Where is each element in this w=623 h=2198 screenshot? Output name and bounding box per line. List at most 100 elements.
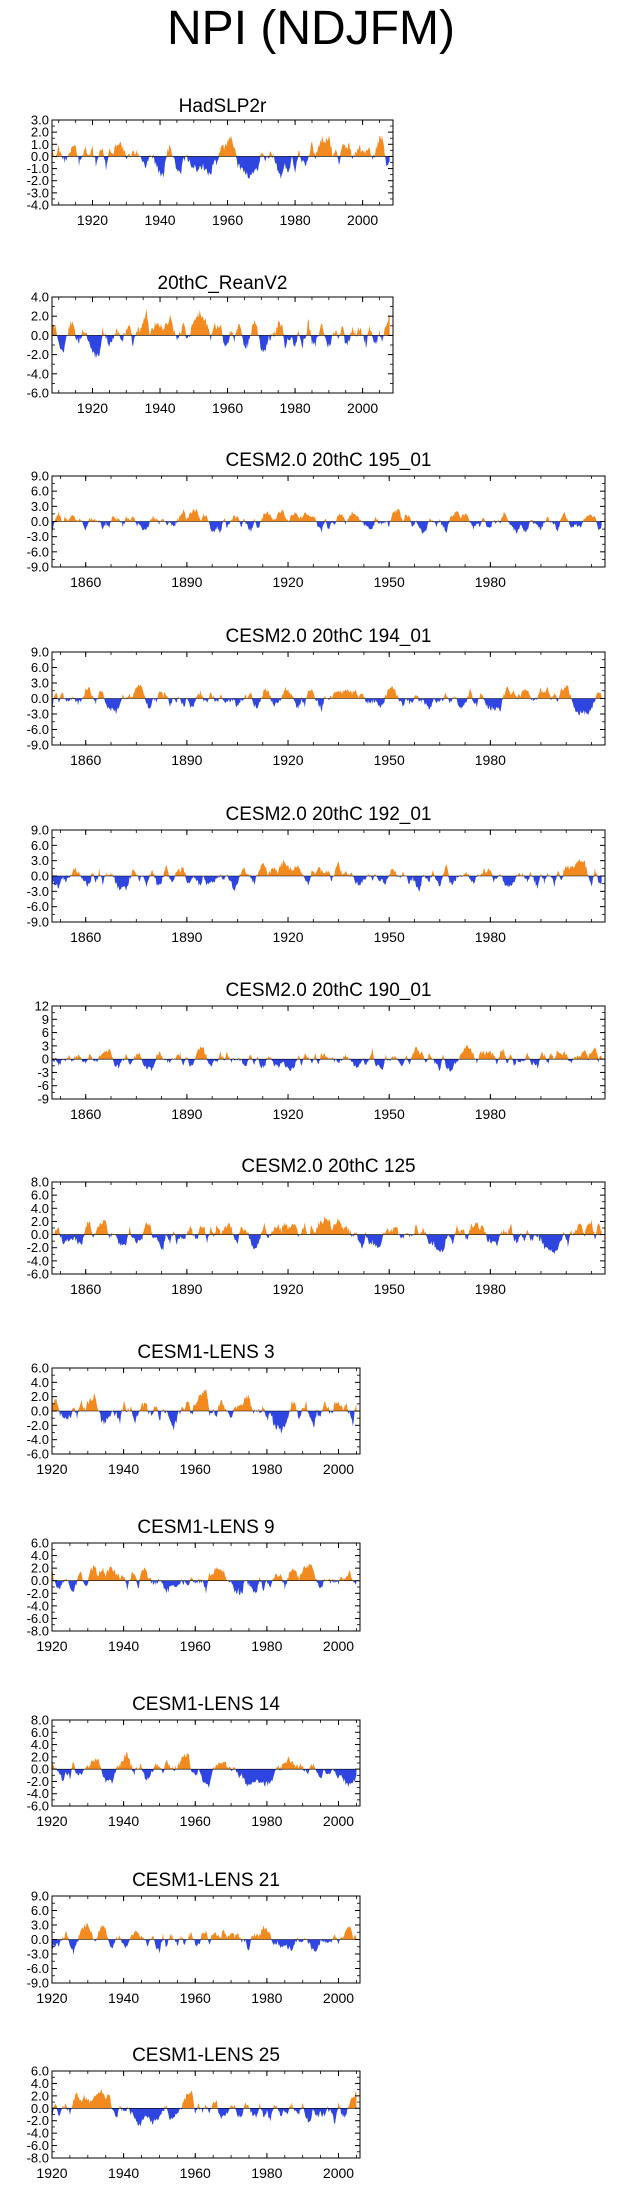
positive-anomaly-area xyxy=(52,1044,602,1060)
y-tick-label: -3.0 xyxy=(27,1947,49,1962)
y-tick-label: 2.0 xyxy=(31,309,49,324)
y-tick-label: 3.0 xyxy=(31,113,49,128)
x-tick-label: 1860 xyxy=(70,929,101,945)
y-tick-label: -1.0 xyxy=(27,161,49,176)
y-tick-label: -6.0 xyxy=(27,544,49,559)
y-tick-label: 9.0 xyxy=(31,645,49,660)
x-tick-label: 1860 xyxy=(70,752,101,768)
panel-title: CESM1-LENS 21 xyxy=(132,1870,280,1891)
y-tick-label: 6.0 xyxy=(31,838,49,853)
y-tick-label: 2.0 xyxy=(31,1749,49,1764)
y-tick-label: -8.0 xyxy=(27,1624,49,1639)
y-tick-label: -4.0 xyxy=(27,1786,49,1801)
x-tick-label: 1920 xyxy=(36,1461,67,1477)
y-tick-label: 6.0 xyxy=(31,2064,49,2079)
x-tick-label: 1920 xyxy=(36,1638,67,1654)
x-tick-label: 1980 xyxy=(251,1990,282,2006)
x-tick-label: 1960 xyxy=(180,1990,211,2006)
x-tick-label: 1920 xyxy=(272,1281,303,1297)
y-tick-label: 0.0 xyxy=(31,1573,49,1588)
y-tick-label: -3.0 xyxy=(27,884,49,899)
x-tick-label: 1940 xyxy=(108,1813,139,1829)
x-tick-label: 1950 xyxy=(374,1281,405,1297)
x-tick-label: 2000 xyxy=(323,1461,354,1477)
y-tick-label: -2.0 xyxy=(27,1418,49,1433)
y-tick-label: 2.0 xyxy=(31,1389,49,1404)
y-tick-label: 3.0 xyxy=(31,676,49,691)
y-tick-label: 6.0 xyxy=(31,660,49,675)
panel-title: CESM2.0 20thC 190_01 xyxy=(226,980,432,1001)
x-tick-label: 1920 xyxy=(77,212,108,228)
x-tick-label: 1960 xyxy=(180,1461,211,1477)
y-tick-label: 9 xyxy=(42,1012,49,1027)
y-tick-label: 8.0 xyxy=(31,1175,49,1190)
x-tick-label: 1980 xyxy=(280,400,311,416)
y-tick-label: 0.0 xyxy=(31,514,49,529)
x-tick-label: 1940 xyxy=(144,212,175,228)
x-tick-label: 2000 xyxy=(347,212,378,228)
y-tick-label: -6.0 xyxy=(27,386,49,401)
y-tick-label: -6.0 xyxy=(27,1961,49,1976)
y-tick-label: -9.0 xyxy=(27,738,49,753)
x-tick-label: 1950 xyxy=(374,752,405,768)
positive-anomaly-area xyxy=(52,1216,602,1235)
y-tick-label: -9.0 xyxy=(27,915,49,930)
x-tick-label: 1980 xyxy=(475,929,506,945)
y-tick-label: 0 xyxy=(42,1052,49,1067)
x-tick-label: 1960 xyxy=(180,2165,211,2181)
y-tick-label: 0.0 xyxy=(31,2101,49,2116)
y-tick-label: 0.0 xyxy=(31,1227,49,1242)
y-tick-label: -4.0 xyxy=(27,1598,49,1613)
positive-anomaly-area xyxy=(52,1563,357,1581)
panel-title: 20thC_ReanV2 xyxy=(158,273,288,294)
y-tick-label: -4.0 xyxy=(27,366,49,381)
y-tick-label: -3.0 xyxy=(27,185,49,200)
y-tick-label: 3.0 xyxy=(31,499,49,514)
panel-title: CESM2.0 20thC 194_01 xyxy=(226,626,432,647)
x-tick-label: 1980 xyxy=(475,752,506,768)
x-tick-label: 1960 xyxy=(180,1638,211,1654)
panel-title: CESM1-LENS 9 xyxy=(137,1517,274,1538)
negative-anomaly-area xyxy=(52,2108,357,2127)
y-tick-label: 2.0 xyxy=(31,125,49,140)
plot-frame xyxy=(51,119,394,206)
x-tick-label: 1980 xyxy=(475,1281,506,1297)
y-tick-label: 2.0 xyxy=(31,1214,49,1229)
y-tick-label: 9.0 xyxy=(31,469,49,484)
x-tick-label: 1920 xyxy=(272,574,303,590)
panel-title: CESM2.0 20thC 192_01 xyxy=(226,804,432,825)
y-tick-label: 2.0 xyxy=(31,2088,49,2103)
y-tick-label: 0.0 xyxy=(31,328,49,343)
x-tick-label: 2000 xyxy=(347,400,378,416)
negative-anomaly-area xyxy=(52,1580,357,1596)
y-tick-label: 4.0 xyxy=(31,1375,49,1390)
y-tick-label: -2.0 xyxy=(27,1586,49,1601)
y-tick-label: 0.0 xyxy=(31,1404,49,1419)
x-tick-label: 1920 xyxy=(272,752,303,768)
x-tick-label: 1960 xyxy=(212,400,243,416)
x-tick-label: 1920 xyxy=(77,400,108,416)
chart-panel: CESM1-LENS 21 9.06.03.00.0-3.0-6.0-9.0192… xyxy=(27,1870,361,2006)
positive-anomaly-area xyxy=(52,135,390,157)
x-tick-label: 1980 xyxy=(251,1461,282,1477)
chart-panel: CESM2.0 20thC 192_01 9.06.03.00.0-3.0-6.0… xyxy=(27,804,606,945)
chart-panel: 20thC_ReanV2 4.0 2.0 0.0 -2.0 -4.0 -6.0 1920 194… xyxy=(27,273,394,416)
y-tick-label: -2.0 xyxy=(27,1240,49,1255)
y-tick-label: 0.0 xyxy=(31,1762,49,1777)
plot-frame xyxy=(51,296,394,394)
x-tick-label: 1950 xyxy=(374,1106,405,1122)
positive-anomaly-area xyxy=(52,1752,357,1770)
x-tick-label: 2000 xyxy=(323,1638,354,1654)
y-tick-label: 4.0 xyxy=(31,1201,49,1216)
x-tick-label: 1950 xyxy=(374,574,405,590)
x-tick-label: 2000 xyxy=(323,2165,354,2181)
y-tick-label: 6.0 xyxy=(31,1903,49,1918)
y-tick-label: -6 xyxy=(37,1078,49,1093)
y-tick-label: -2.0 xyxy=(27,1774,49,1789)
x-tick-label: 1920 xyxy=(36,2165,67,2181)
x-tick-label: 1920 xyxy=(36,1813,67,1829)
y-tick-label: -8.0 xyxy=(27,2151,49,2166)
panel-title: CESM1-LENS 25 xyxy=(132,2045,280,2066)
x-tick-label: 1940 xyxy=(108,1461,139,1477)
